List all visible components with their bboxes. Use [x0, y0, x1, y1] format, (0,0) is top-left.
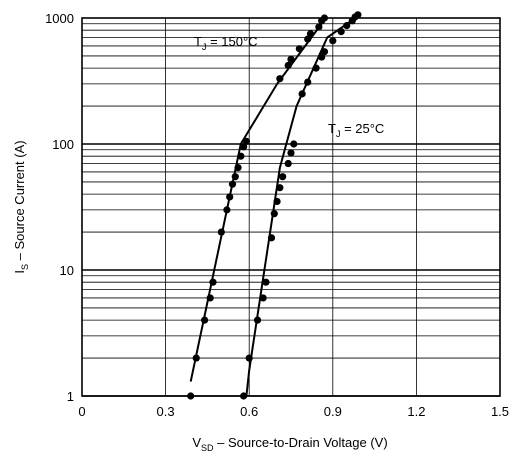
x-axis-label: VSD – Source-to-Drain Voltage (V) [192, 435, 387, 453]
data-point [228, 180, 237, 188]
data-point [242, 137, 251, 145]
x-tick-label: 0.3 [157, 404, 175, 419]
x-axis-label-rest: – Source-to-Drain Voltage (V) [214, 435, 388, 450]
data-point [270, 210, 278, 218]
x-tick-label: 0 [78, 404, 85, 419]
data-point [209, 278, 217, 286]
series-label-150c-rest: = 150°C [206, 34, 257, 49]
y-axis-label-rest: – Source Current (A) [12, 140, 27, 264]
plot-frame [81, 17, 501, 397]
x-axis-label-sub: SD [201, 443, 214, 453]
y-tick-label: 10 [60, 263, 74, 278]
series-label-25c-rest: = 25°C [340, 121, 384, 136]
data-point [284, 159, 292, 168]
data-point [343, 22, 351, 30]
y-tick-label: 1000 [45, 11, 74, 26]
y-tick-label: 100 [52, 137, 74, 152]
series-label-150c-main: T [194, 34, 202, 49]
series-label-150c: TJ = 150°C [194, 34, 258, 52]
curves [189, 13, 362, 397]
series-line-150c [189, 17, 327, 382]
markers [187, 11, 362, 400]
data-point [201, 316, 209, 324]
data-point [320, 48, 329, 56]
data-point [354, 11, 362, 19]
data-point [304, 78, 312, 86]
tick-labels: 0 0.3 0.6 0.9 1.2 1.5 1 10 100 1000 [45, 11, 509, 419]
x-tick-label: 0.9 [324, 404, 342, 419]
series-label-25c: TJ = 25°C [328, 121, 384, 139]
data-point [245, 354, 253, 362]
data-point [276, 184, 284, 192]
data-point [304, 35, 312, 43]
data-point [287, 55, 295, 63]
data-point [337, 27, 345, 36]
data-point [315, 23, 323, 31]
y-axis-label-main: I [12, 270, 27, 274]
data-point [223, 206, 231, 214]
data-point [259, 294, 267, 302]
data-point [240, 143, 248, 151]
x-tick-label: 1.5 [491, 404, 509, 419]
y-tick-label: 1 [67, 389, 74, 404]
x-tick-label: 1.2 [407, 404, 425, 419]
data-point [290, 140, 298, 148]
series-label-150c-sub: J [202, 42, 207, 52]
data-point [329, 37, 337, 45]
data-point [253, 316, 262, 324]
data-point [312, 64, 320, 72]
grid [81, 18, 501, 397]
data-point [267, 234, 276, 242]
data-point [295, 45, 303, 53]
data-point [262, 278, 270, 286]
data-point [273, 197, 281, 206]
series-label-25c-main: T [328, 121, 336, 136]
data-point [279, 173, 287, 181]
data-point [276, 75, 284, 83]
data-point [284, 61, 292, 70]
data-point [192, 354, 200, 362]
data-point [226, 193, 234, 201]
data-point [234, 163, 242, 172]
x-tick-label: 0.6 [240, 404, 258, 419]
data-point [298, 90, 306, 98]
series-line-25c [245, 13, 362, 397]
data-point [306, 30, 315, 38]
series-label-25c-sub: J [336, 129, 341, 139]
data-point [217, 228, 225, 236]
y-axis-label-sub: S [20, 264, 30, 270]
y-axis-label: IS – Source Current (A) [12, 140, 30, 273]
data-point [206, 294, 214, 302]
x-axis-label-main: V [192, 435, 201, 450]
data-point [231, 173, 239, 181]
data-point [287, 149, 295, 157]
data-point [237, 152, 245, 160]
data-point [318, 53, 326, 61]
